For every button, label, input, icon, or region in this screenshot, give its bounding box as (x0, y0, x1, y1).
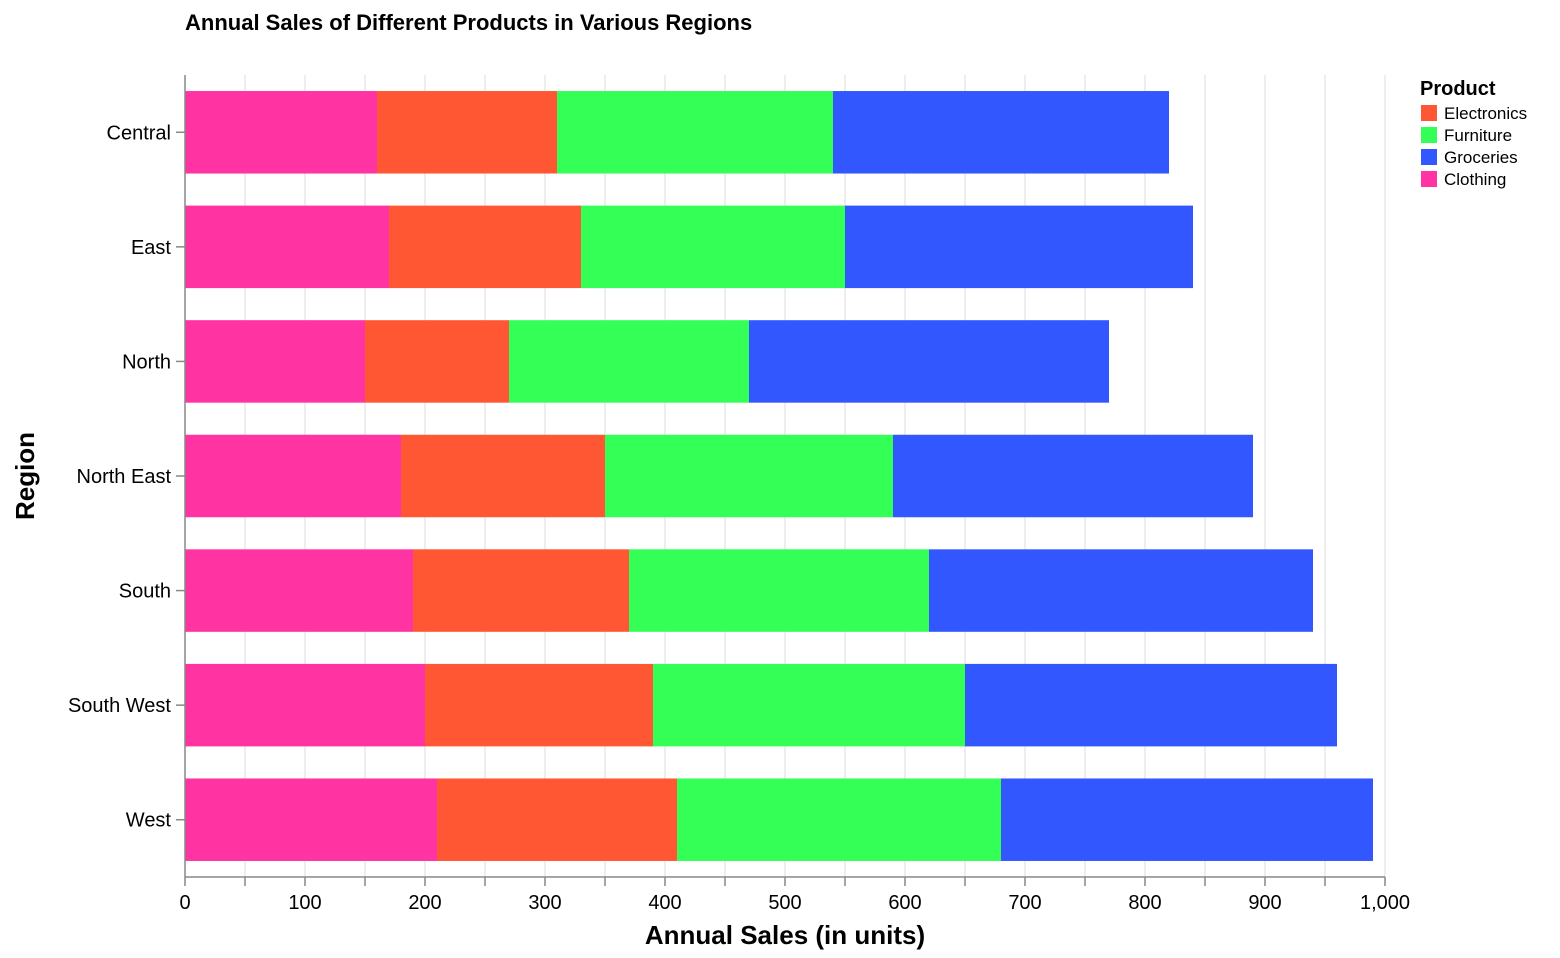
bar-groceries-west (1001, 778, 1373, 861)
legend: Product Electronics Furniture Groceries Clo… (1420, 78, 1527, 189)
x-tick-label: 700 (1008, 892, 1041, 914)
x-tick-label: 400 (648, 892, 681, 914)
legend-label: Groceries (1444, 148, 1518, 167)
bar-furniture-north (509, 320, 749, 403)
bar-electronics-central (377, 91, 557, 174)
x-axis-title: Annual Sales (in units) (645, 920, 925, 950)
bar-furniture-west (677, 778, 1001, 861)
bar-clothing-south (185, 549, 413, 632)
legend-title: Product (1420, 78, 1496, 100)
bar-groceries-south (929, 549, 1313, 632)
x-tick-label: 600 (888, 892, 921, 914)
bar-electronics-south (413, 549, 629, 632)
chart-title: Annual Sales of Different Products in Va… (185, 10, 752, 35)
bar-furniture-central (557, 91, 833, 174)
y-tick-label: North East (77, 466, 172, 488)
x-tick-label: 100 (288, 892, 321, 914)
legend-swatch (1421, 171, 1437, 187)
bar-clothing-south-west (185, 663, 425, 747)
bar-clothing-west (185, 778, 437, 861)
y-tick-label: East (131, 237, 171, 259)
legend-label: Clothing (1444, 170, 1506, 189)
bar-electronics-west (437, 778, 677, 861)
bar-electronics-north (365, 320, 509, 403)
y-tick-label: North (122, 351, 171, 373)
legend-label: Electronics (1444, 104, 1527, 123)
y-tick-label: Central (107, 122, 171, 144)
bar-groceries-north-east (893, 434, 1253, 518)
bar-furniture-north-east (605, 434, 893, 518)
bar-furniture-south (629, 549, 929, 632)
bar-groceries-south-west (965, 663, 1337, 747)
bar-furniture-east (581, 205, 845, 289)
bar-furniture-south-west (653, 663, 965, 747)
bar-clothing-east (185, 205, 389, 289)
axes: 0 100 200 300 400 500 600 700 800 900 1,000 Central… (68, 75, 1410, 914)
bar-groceries-east (845, 205, 1193, 289)
y-axis-title: Region (10, 432, 40, 520)
bar-groceries-central (833, 91, 1169, 174)
x-tick-label: 800 (1128, 892, 1161, 914)
bar-electronics-south-west (425, 663, 653, 747)
bars (185, 91, 1373, 861)
x-tick-label: 500 (768, 892, 801, 914)
bar-groceries-north (749, 320, 1109, 403)
x-tick-label: 0 (179, 892, 190, 914)
x-tick-label: 1,000 (1360, 892, 1410, 914)
y-tick-label: West (126, 810, 172, 832)
x-tick-label: 900 (1248, 892, 1281, 914)
y-tick-label: South (119, 581, 171, 603)
x-tick-label: 200 (408, 892, 441, 914)
legend-swatch (1421, 127, 1437, 143)
legend-swatch (1421, 105, 1437, 121)
legend-swatch (1421, 149, 1437, 165)
bar-clothing-central (185, 91, 377, 174)
legend-label: Furniture (1444, 126, 1512, 145)
bar-electronics-east (389, 205, 581, 289)
y-tick-label: South West (68, 695, 171, 717)
x-tick-label: 300 (528, 892, 561, 914)
bar-clothing-north-east (185, 434, 401, 518)
bar-electronics-north-east (401, 434, 605, 518)
bar-clothing-north (185, 320, 365, 403)
